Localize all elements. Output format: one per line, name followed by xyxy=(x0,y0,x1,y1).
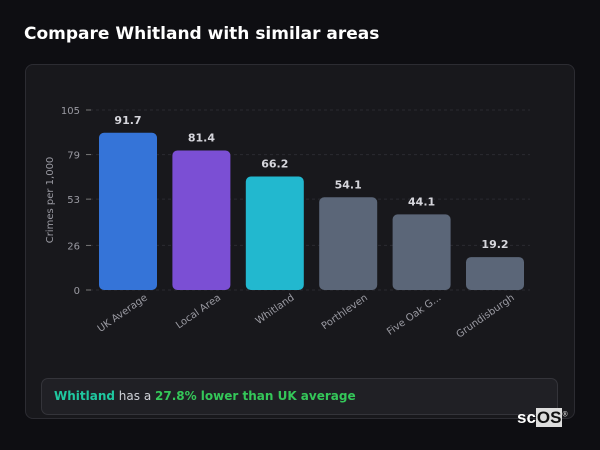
summary-text: has a xyxy=(114,389,155,403)
scos-logo: scOS® xyxy=(517,408,568,427)
bar xyxy=(172,150,231,290)
bar xyxy=(99,132,157,290)
bar xyxy=(392,214,451,290)
data-label: 19.2 xyxy=(481,238,508,251)
data-label: 81.4 xyxy=(188,131,215,144)
x-tick-label: UK Average xyxy=(96,292,150,334)
y-tick-label: 105 xyxy=(61,106,80,117)
bar xyxy=(466,257,524,290)
data-label: 91.7 xyxy=(114,114,141,127)
x-tick-label: Five Oak G... xyxy=(385,292,443,337)
x-tick-label: Whitland xyxy=(254,292,297,327)
y-axis-label: Crimes per 1,000 xyxy=(45,157,56,244)
y-tick-label: 0 xyxy=(74,286,80,297)
x-tick-label: Porthleven xyxy=(320,292,370,332)
x-tick-label: Grundisburgh xyxy=(455,292,517,340)
place-name: Whitland xyxy=(54,389,115,403)
page-title: Compare Whitland with similar areas xyxy=(24,24,380,44)
data-label: 66.2 xyxy=(261,158,288,171)
y-tick-label: 53 xyxy=(67,195,80,206)
data-label: 54.1 xyxy=(335,178,362,191)
x-tick-label: Local Area xyxy=(174,292,223,331)
comparison-summary: Whitland has a 27.8% lower than UK avera… xyxy=(41,378,558,415)
bar xyxy=(319,197,378,290)
y-tick-label: 79 xyxy=(67,151,80,162)
y-tick-label: 26 xyxy=(67,241,80,252)
bar xyxy=(245,176,304,290)
summary-stat: 27.8% lower than UK average xyxy=(155,389,356,403)
data-label: 44.1 xyxy=(408,195,435,208)
